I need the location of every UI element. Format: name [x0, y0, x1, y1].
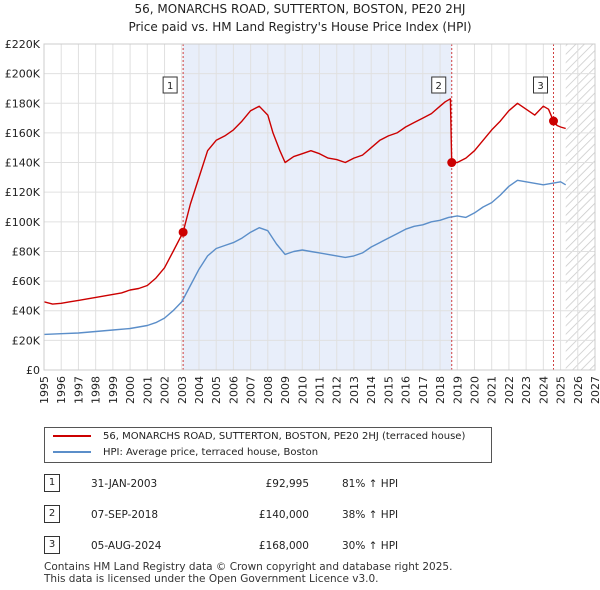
x-tick-label: 2010 [296, 376, 309, 404]
x-tick-label: 2006 [227, 376, 240, 404]
x-tick-label: 2026 [572, 376, 585, 404]
series-lines [44, 98, 567, 336]
x-tick-label: 2009 [279, 376, 292, 404]
x-tick-label: 1999 [107, 376, 120, 404]
series-line-hpi [44, 179, 567, 336]
x-tick-label: 2013 [348, 376, 361, 404]
transaction-points [178, 116, 559, 237]
x-tick-label: 2015 [382, 376, 395, 404]
x-tick-label: 2017 [417, 376, 430, 404]
x-tick-label: 2003 [176, 376, 189, 404]
transaction-hpi: 38% ↑ HPI [342, 509, 399, 521]
transaction-point [447, 158, 457, 168]
x-tick-label: 2021 [486, 376, 499, 404]
x-tick-label: 2014 [365, 376, 378, 404]
legend-swatch-hpi [53, 451, 91, 453]
transaction-price: £140,000 [258, 509, 309, 521]
price-chart: 1 2 3 £0 £20K £40K £60K £80K £100K £120K £140K £16… [5, 38, 600, 404]
y-tick-label: £160K [5, 127, 41, 140]
x-tick-label: 2022 [503, 376, 516, 404]
transaction-number: 1 [44, 474, 60, 492]
x-tick-label: 2018 [434, 376, 447, 404]
y-tick-label: £0 [26, 364, 40, 377]
legend-label-hpi: HPI: Average price, terraced house, Bost… [103, 447, 319, 458]
transaction-price: £168,000 [258, 540, 309, 552]
plot-border [43, 43, 596, 371]
forecast-hatch [565, 44, 595, 370]
transaction-date: 31-JAN-2003 [91, 478, 158, 490]
x-tick-label: 2019 [451, 376, 464, 404]
x-tick-label: 1995 [38, 376, 51, 404]
y-tick-label: £100K [5, 216, 41, 229]
legend-item-property: 56, MONARCHS ROAD, SUTTERTON, BOSTON, PE… [53, 429, 465, 445]
y-tick-label: £220K [5, 38, 41, 51]
y-tick-label: £40K [12, 305, 41, 318]
legend-label-property: 56, MONARCHS ROAD, SUTTERTON, BOSTON, PE… [103, 431, 466, 442]
y-axis-ticks: £0 £20K £40K £60K £80K £100K £120K £140K £160K £1… [5, 38, 41, 377]
transaction-hpi: 30% ↑ HPI [342, 540, 399, 552]
series-line-property [44, 98, 566, 305]
y-tick-label: £180K [5, 97, 41, 110]
x-tick-label: 2025 [555, 376, 568, 404]
y-tick-label: £140K [5, 157, 41, 170]
legend-item-hpi: HPI: Average price, terraced house, Bost… [53, 445, 318, 461]
legend-swatch-property [53, 435, 91, 437]
transaction-date: 07-SEP-2018 [91, 509, 159, 521]
x-tick-label: 2011 [314, 376, 327, 404]
transaction-label: 1 [167, 81, 173, 92]
transaction-price: £92,995 [265, 478, 309, 490]
x-tick-label: 1997 [72, 376, 85, 404]
x-tick-label: 1996 [55, 376, 68, 404]
x-tick-label: 2012 [331, 376, 344, 404]
x-tick-label: 2007 [245, 376, 258, 404]
transaction-number: 2 [44, 505, 60, 523]
y-tick-label: £20K [12, 334, 41, 347]
transaction-labels: 1 2 3 [162, 76, 549, 94]
transaction-number: 3 [44, 536, 60, 554]
transaction-label-box [431, 76, 447, 94]
y-tick-label: £120K [5, 186, 41, 199]
ownership-shade [183, 44, 452, 370]
x-tick-label: 2001 [141, 376, 154, 404]
x-tick-label: 2024 [537, 376, 550, 404]
x-tick-label: 2002 [159, 376, 172, 404]
x-tick-label: 2005 [210, 376, 223, 404]
transaction-date: 05-AUG-2024 [91, 540, 162, 552]
x-tick-label: 2008 [262, 376, 275, 404]
transaction-label-box [533, 76, 549, 94]
x-axis-ticks: 1995 1996 1997 1998 1999 2000 2001 2002 2003 2004… [38, 376, 600, 404]
x-tick-label: 2000 [124, 376, 137, 404]
transaction-label: 3 [537, 81, 543, 92]
transaction-point [178, 227, 188, 237]
footer-licence: This data is licensed under the Open Gov… [44, 573, 379, 585]
x-tick-label: 2004 [193, 376, 206, 404]
x-tick-label: 2020 [468, 376, 481, 404]
x-tick-label: 2027 [589, 376, 600, 404]
y-tick-label: £80K [12, 245, 41, 258]
legend: 56, MONARCHS ROAD, SUTTERTON, BOSTON, PE… [44, 427, 492, 463]
transaction-point [549, 116, 559, 126]
transaction-label-box [162, 76, 178, 94]
x-tick-label: 2023 [520, 376, 533, 404]
y-tick-label: £200K [5, 68, 41, 81]
x-tick-label: 2016 [400, 376, 413, 404]
y-tick-label: £60K [12, 275, 41, 288]
transaction-hpi: 81% ↑ HPI [342, 478, 399, 490]
chart-title: 56, MONARCHS ROAD, SUTTERTON, BOSTON, PE… [134, 2, 466, 16]
chart-subtitle: Price paid vs. HM Land Registry's House … [128, 20, 472, 34]
footer-copyright: Contains HM Land Registry data © Crown c… [44, 561, 453, 573]
x-tick-label: 1998 [90, 376, 103, 404]
transaction-label: 2 [436, 81, 442, 92]
